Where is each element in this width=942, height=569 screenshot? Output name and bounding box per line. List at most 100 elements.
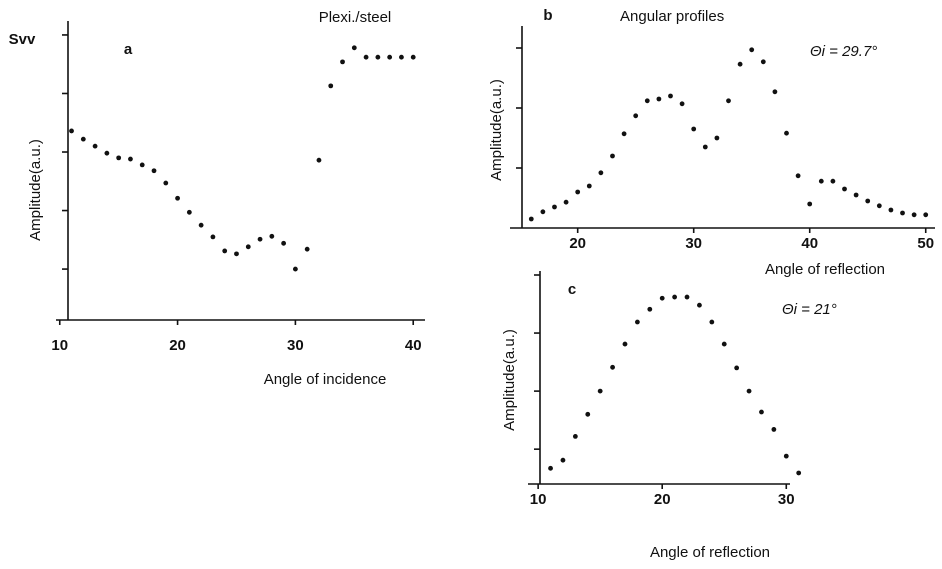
data-point	[316, 157, 322, 163]
data-point	[560, 457, 566, 463]
data-point	[69, 128, 74, 134]
data-point	[734, 365, 740, 371]
annotation: Θi = 29.7°	[810, 43, 877, 60]
data-point	[622, 341, 628, 347]
data-point	[668, 93, 673, 99]
x-tick-label: 10	[530, 491, 547, 508]
data-point	[900, 210, 905, 216]
data-point	[888, 207, 894, 213]
x-axis-label: Angle of incidence	[264, 371, 387, 388]
data-point	[714, 135, 720, 141]
data-point	[691, 126, 697, 132]
x-tick-label: 10	[51, 337, 68, 354]
data-point	[634, 319, 640, 325]
data-point	[737, 61, 743, 67]
x-tick-label: 30	[287, 337, 304, 354]
data-point	[818, 178, 824, 184]
x-tick-label: 40	[405, 337, 422, 354]
data-point	[796, 470, 802, 476]
data-point	[842, 186, 847, 192]
data-point	[340, 59, 345, 65]
data-point	[853, 192, 859, 198]
data-point	[586, 183, 592, 189]
data-point	[830, 178, 836, 184]
data-point	[795, 173, 801, 179]
y-axis-symbol: Svv	[9, 31, 36, 48]
data-point	[749, 47, 755, 53]
data-point	[552, 204, 557, 210]
data-point	[198, 222, 204, 228]
data-point	[672, 294, 678, 300]
data-point	[410, 54, 416, 60]
data-point	[647, 306, 653, 312]
panel-label: c	[568, 281, 576, 298]
data-point	[585, 411, 591, 417]
data-point	[269, 233, 275, 239]
x-tick-label: 20	[169, 337, 186, 354]
data-point	[784, 130, 789, 136]
data-point	[92, 143, 98, 149]
data-point	[563, 199, 569, 205]
x-axis-label: Angle of reflection	[650, 544, 770, 561]
data-point	[923, 212, 929, 218]
data-point	[598, 170, 604, 176]
data-point	[281, 240, 287, 246]
data-point	[621, 131, 627, 137]
data-point	[540, 209, 546, 215]
data-point	[659, 295, 665, 301]
data-point	[222, 248, 228, 254]
x-tick-label: 50	[917, 235, 934, 252]
y-axis-label: Amplitude(a.u.)	[27, 139, 44, 241]
data-point	[633, 113, 639, 119]
data-point	[783, 453, 789, 459]
data-point	[726, 98, 731, 104]
chart-title: Plexi./steel	[319, 9, 392, 26]
panel-label: a	[124, 41, 133, 58]
data-point	[234, 251, 239, 257]
data-point	[351, 45, 357, 51]
data-point	[210, 234, 216, 240]
data-point	[163, 180, 169, 186]
data-point	[610, 153, 615, 159]
data-point	[104, 150, 110, 156]
data-point	[151, 168, 157, 174]
data-point	[876, 203, 882, 209]
data-point	[128, 156, 133, 162]
annotation: Θi = 21°	[782, 301, 837, 318]
data-point	[644, 98, 650, 104]
data-point	[679, 101, 685, 107]
x-tick-label: 30	[778, 491, 795, 508]
data-point	[257, 236, 263, 242]
data-point	[760, 59, 766, 65]
data-point	[807, 201, 813, 207]
data-point	[363, 54, 369, 60]
data-point	[746, 388, 752, 394]
data-point	[328, 83, 334, 89]
chart-title: Angular profiles	[620, 8, 724, 25]
data-point	[575, 189, 581, 195]
data-point	[186, 209, 192, 215]
data-point	[911, 212, 917, 218]
data-point	[245, 244, 251, 250]
data-point	[139, 162, 145, 168]
data-point	[292, 266, 298, 272]
x-tick-label: 40	[801, 235, 818, 252]
panel-label: b	[543, 7, 552, 24]
data-point	[80, 136, 86, 142]
x-tick-label: 20	[654, 491, 671, 508]
data-point	[387, 54, 393, 60]
data-point	[772, 89, 778, 95]
data-point	[610, 364, 615, 370]
data-point	[771, 427, 777, 432]
data-point	[304, 246, 310, 252]
data-point	[528, 216, 534, 222]
data-point	[597, 388, 603, 394]
data-point	[656, 96, 662, 102]
x-axis-label: Angle of reflection	[765, 261, 885, 278]
data-point	[702, 144, 708, 150]
data-point	[721, 341, 727, 347]
data-point	[375, 54, 381, 60]
data-point	[865, 198, 871, 204]
data-point	[572, 433, 578, 439]
y-axis-label: Amplitude(a.u.)	[501, 329, 518, 431]
